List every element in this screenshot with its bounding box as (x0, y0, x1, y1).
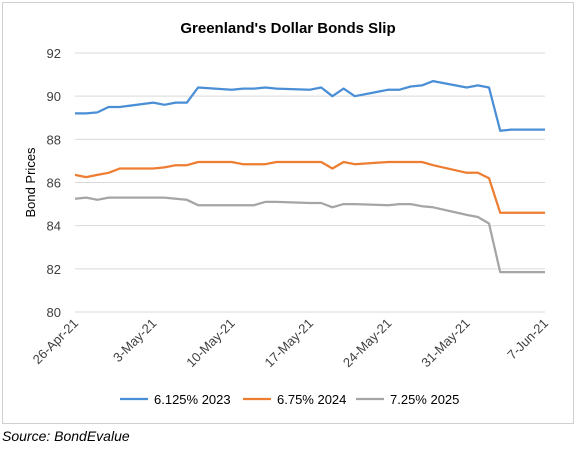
x-tick-label: 31-May-21 (418, 316, 473, 371)
legend-label: 6.75% 2024 (277, 392, 346, 407)
y-tick-label: 84 (47, 219, 61, 234)
chart-title: Greenland's Dollar Bonds Slip (180, 20, 395, 37)
x-tick-label: 3-May-21 (110, 316, 159, 365)
y-tick-label: 88 (47, 132, 61, 147)
y-tick-label: 80 (47, 305, 61, 320)
x-tick-label: 7-Jun-21 (504, 316, 551, 363)
legend-label: 6.125% 2023 (154, 392, 231, 407)
series-line (75, 79, 545, 132)
x-tick-label: 26-Apr-21 (30, 316, 81, 367)
x-tick-label: 24-May-21 (340, 316, 395, 371)
series-line (74, 160, 545, 214)
legend-label: 7.25% 2025 (390, 392, 459, 407)
x-tick-label: 17-May-21 (262, 316, 317, 371)
x-tick-label: 10-May-21 (183, 316, 238, 371)
y-tick-label: 90 (47, 89, 61, 104)
y-tick-label: 82 (47, 262, 61, 277)
y-tick-label: 86 (47, 176, 61, 191)
y-tick-label: 92 (47, 46, 61, 61)
chart-frame (2, 2, 574, 424)
y-axis-label: Bond Prices (23, 147, 38, 218)
series-line (74, 196, 545, 274)
source-note: Source: BondEvalue (2, 428, 130, 444)
